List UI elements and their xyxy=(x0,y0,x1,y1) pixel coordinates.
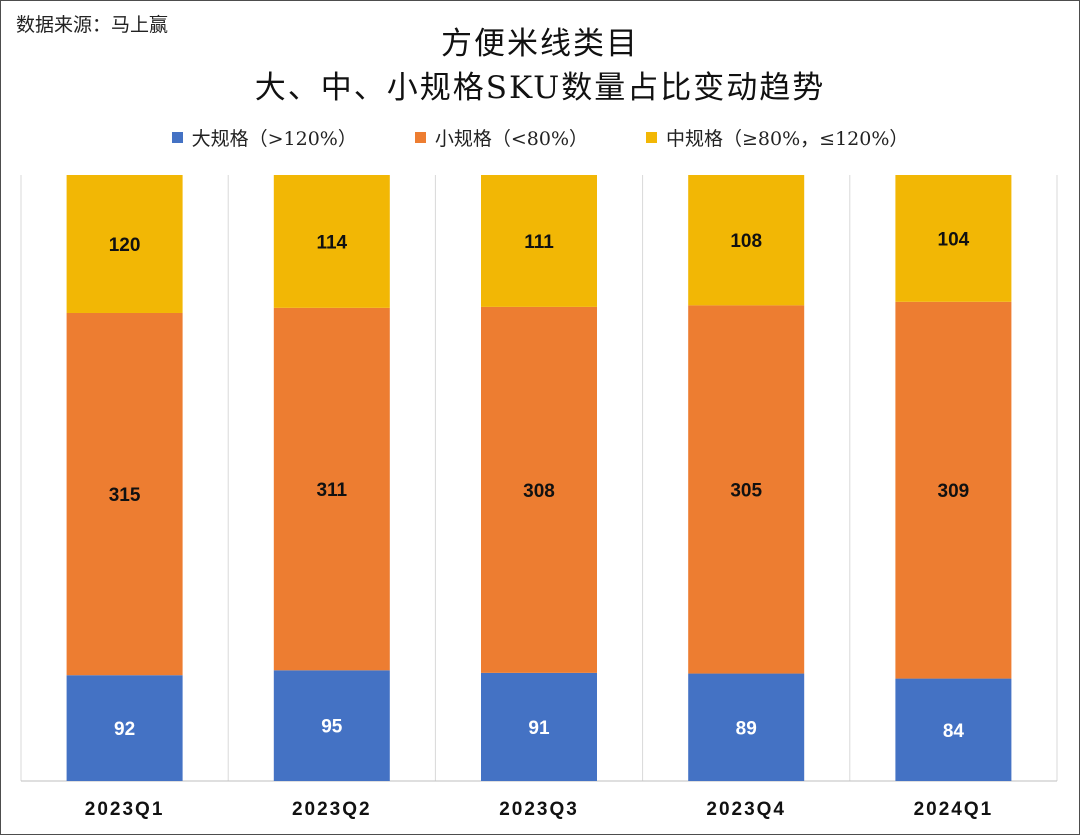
bar-segment-2023Q3-s1 xyxy=(481,306,597,673)
chart-title-line1: 方便米线类目 xyxy=(441,26,639,62)
data-label-2023Q4-s0: 89 xyxy=(736,718,757,739)
data-label-2024Q1-s0: 84 xyxy=(943,721,965,742)
bar-segment-2023Q2-s0 xyxy=(273,670,390,781)
data-label-2023Q3-s2: 111 xyxy=(524,232,554,253)
bar-segment-2023Q1-s0 xyxy=(66,675,183,781)
legend-swatch-large xyxy=(171,132,183,143)
legend: 大规格（>120%） 小规格（<80%） 中规格（≥80%，≤120%） xyxy=(0,124,1080,151)
data-label-2023Q4-s1: 305 xyxy=(730,480,762,501)
legend-label-large: 大规格（>120%） xyxy=(191,128,357,150)
data-label-2024Q1-s1: 309 xyxy=(938,481,970,502)
bar-segment-2023Q3-s0 xyxy=(481,672,597,781)
legend-label-small: 小规格（<80%） xyxy=(434,128,588,150)
bar-segment-2023Q2-s2 xyxy=(273,175,390,308)
data-label-2023Q1-s2: 120 xyxy=(109,235,141,256)
data-label-2023Q1-s1: 315 xyxy=(109,485,141,506)
x-tick-label-2023Q4: 2023Q4 xyxy=(706,799,786,820)
legend-swatch-medium xyxy=(646,132,657,143)
data-label-2023Q3-s1: 308 xyxy=(523,481,555,502)
x-tick-label-2023Q3: 2023Q3 xyxy=(499,799,579,820)
bar-segment-2023Q1-s2 xyxy=(66,175,183,313)
bar-segment-2023Q3-s2 xyxy=(481,175,597,307)
data-label-2023Q2-s0: 95 xyxy=(321,717,343,738)
legend-item-large: 大规格（>120%） xyxy=(171,124,357,151)
x-tick-label-2023Q1: 2023Q1 xyxy=(85,799,165,820)
data-label-2023Q1-s0: 92 xyxy=(114,719,135,740)
bar-segment-2023Q4-s0 xyxy=(688,673,805,781)
bar-segment-2023Q1-s1 xyxy=(66,312,183,676)
data-label-2023Q4-s2: 108 xyxy=(730,231,762,252)
x-tick-label-2023Q2: 2023Q2 xyxy=(292,799,372,820)
bar-segment-2024Q1-s1 xyxy=(895,301,1012,679)
chart-title-line2: 大、中、小规格SKU数量占比变动趋势 xyxy=(254,70,826,106)
bar-segment-2023Q2-s1 xyxy=(273,307,390,671)
bar-segment-2023Q4-s2 xyxy=(688,175,805,306)
data-source-note: 数据来源：马上赢 xyxy=(16,14,169,36)
data-label-2023Q2-s2: 114 xyxy=(316,232,347,253)
legend-item-medium: 中规格（≥80%，≤120%） xyxy=(646,124,908,151)
bar-segment-2023Q4-s1 xyxy=(688,305,805,674)
legend-item-small: 小规格（<80%） xyxy=(414,124,588,151)
bar-segment-2024Q1-s0 xyxy=(895,678,1012,781)
legend-label-medium: 中规格（≥80%，≤120%） xyxy=(666,128,909,150)
data-label-2023Q2-s1: 311 xyxy=(316,480,347,501)
bar-segment-2024Q1-s2 xyxy=(895,175,1012,302)
x-tick-label-2024Q1: 2024Q1 xyxy=(914,799,994,820)
data-label-2023Q3-s0: 91 xyxy=(528,718,550,739)
legend-swatch-small xyxy=(414,132,426,143)
data-label-2024Q1-s2: 104 xyxy=(938,229,970,250)
